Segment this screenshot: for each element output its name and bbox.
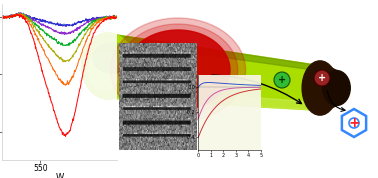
Ellipse shape: [81, 33, 135, 99]
Polygon shape: [320, 62, 336, 114]
Circle shape: [314, 70, 330, 86]
Ellipse shape: [126, 30, 230, 110]
Ellipse shape: [89, 52, 119, 90]
Ellipse shape: [323, 70, 350, 106]
Text: +: +: [278, 75, 286, 85]
Text: +: +: [318, 73, 326, 83]
Circle shape: [173, 52, 193, 72]
Polygon shape: [108, 87, 320, 110]
FancyArrowPatch shape: [327, 91, 345, 111]
Polygon shape: [108, 34, 320, 71]
Ellipse shape: [147, 66, 189, 94]
Ellipse shape: [93, 43, 131, 73]
FancyArrowPatch shape: [212, 75, 301, 104]
Ellipse shape: [110, 18, 246, 122]
X-axis label: W: W: [56, 173, 64, 178]
Polygon shape: [108, 34, 320, 110]
Ellipse shape: [302, 61, 338, 115]
Ellipse shape: [118, 24, 238, 116]
Text: +: +: [348, 116, 360, 130]
Circle shape: [274, 72, 290, 88]
Text: −: −: [178, 56, 188, 69]
